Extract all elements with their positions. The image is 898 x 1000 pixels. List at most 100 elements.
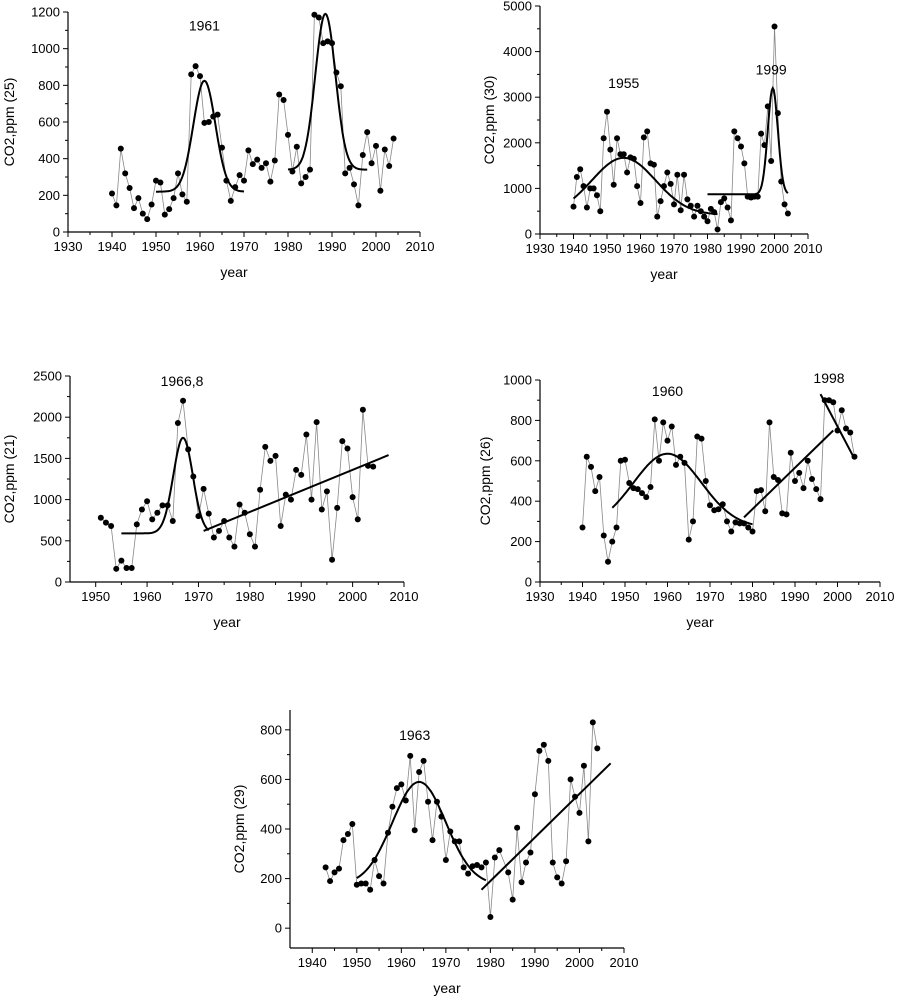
data-point [113, 202, 120, 209]
data-point [851, 453, 858, 460]
data-point [567, 776, 574, 783]
data-point [271, 157, 278, 164]
linear-trend-line [203, 454, 389, 532]
data-series-line [111, 14, 394, 221]
data-point [749, 528, 756, 535]
data-point [251, 543, 258, 550]
data-point [311, 11, 318, 18]
data-point [518, 879, 525, 886]
data-point [626, 480, 633, 487]
x-axis-label: year [213, 614, 241, 630]
data-point [514, 824, 521, 831]
data-point [241, 509, 248, 516]
data-point [126, 185, 133, 191]
data-point [133, 521, 140, 528]
y-tick-label: 1000 [503, 181, 532, 196]
data-point [677, 453, 684, 460]
data-point [285, 131, 291, 138]
data-point [460, 864, 467, 871]
y-axis-label: CO2,ppm (25) [1, 78, 17, 167]
data-point [377, 187, 384, 194]
data-point [231, 543, 238, 550]
data-point [180, 397, 187, 404]
x-tick-label: 1990 [727, 241, 756, 256]
data-point [109, 190, 115, 197]
data-point [166, 206, 173, 213]
data-point [298, 180, 305, 187]
data-point [200, 485, 207, 492]
data-point [491, 854, 498, 861]
data-point [784, 210, 791, 217]
data-point [590, 185, 597, 192]
x-tick-label: 1990 [287, 589, 316, 604]
data-point [694, 202, 701, 209]
x-tick-label: 1940 [98, 239, 127, 254]
x-tick-label: 1950 [81, 589, 110, 604]
data-point [354, 516, 361, 523]
x-axis-label: year [433, 980, 461, 996]
x-tick-label: 1960 [626, 241, 655, 256]
x-tick-label: 2000 [823, 589, 852, 604]
data-point [783, 511, 790, 518]
data-point [323, 488, 330, 495]
x-tick-label: 1940 [568, 589, 597, 604]
x-tick-label: 2010 [610, 955, 639, 970]
data-point [624, 169, 631, 176]
data-point [340, 837, 347, 844]
data-point [724, 204, 731, 211]
x-tick-label: 1940 [559, 241, 588, 256]
linear-trend-line [480, 762, 612, 891]
x-tick-label: 1930 [526, 241, 555, 256]
data-point [365, 462, 372, 469]
data-point [604, 108, 610, 115]
data-point [650, 161, 657, 168]
data-point [393, 785, 400, 792]
data-point [267, 457, 274, 464]
data-point [714, 226, 721, 233]
data-point [349, 494, 356, 501]
y-tick-label: 600 [510, 453, 532, 468]
data-point [496, 847, 503, 854]
data-point [834, 427, 841, 434]
data-point [754, 193, 761, 200]
x-tick-label: 1930 [54, 239, 83, 254]
x-tick-label: 2010 [390, 589, 419, 604]
peak-year-annotation: 1999 [756, 61, 787, 77]
x-tick-label: 2010 [406, 239, 435, 254]
data-point [634, 486, 641, 493]
data-point [254, 156, 261, 163]
data-point [583, 453, 590, 460]
x-axis-label: year [650, 266, 678, 282]
data-point [267, 178, 274, 185]
data-point [580, 183, 587, 190]
data-point [438, 813, 445, 820]
x-tick-label: 1970 [696, 589, 725, 604]
y-tick-label: 4000 [503, 44, 532, 59]
data-point [830, 399, 837, 406]
data-point [573, 174, 580, 180]
x-tick-label: 1960 [133, 589, 162, 604]
data-point [293, 143, 300, 150]
data-point [588, 463, 594, 470]
data-point [766, 419, 773, 426]
gaussian-fit-curve [287, 12, 368, 171]
data-point [813, 486, 820, 493]
data-point [715, 506, 722, 513]
data-point [190, 473, 197, 480]
x-tick-label: 2000 [565, 955, 594, 970]
x-tick-label: 1980 [738, 589, 767, 604]
data-point [185, 446, 192, 453]
data-point [509, 896, 516, 903]
data-point [447, 828, 454, 835]
data-point [333, 69, 340, 76]
data-point [577, 166, 584, 173]
data-point [758, 487, 764, 494]
peak-year-annotation: 1955 [608, 75, 639, 91]
data-point [249, 161, 256, 168]
data-point [161, 211, 168, 218]
y-tick-label: 200 [510, 534, 532, 549]
data-point [364, 129, 371, 136]
data-point [386, 163, 393, 169]
data-point [313, 419, 320, 426]
data-point [620, 151, 627, 158]
